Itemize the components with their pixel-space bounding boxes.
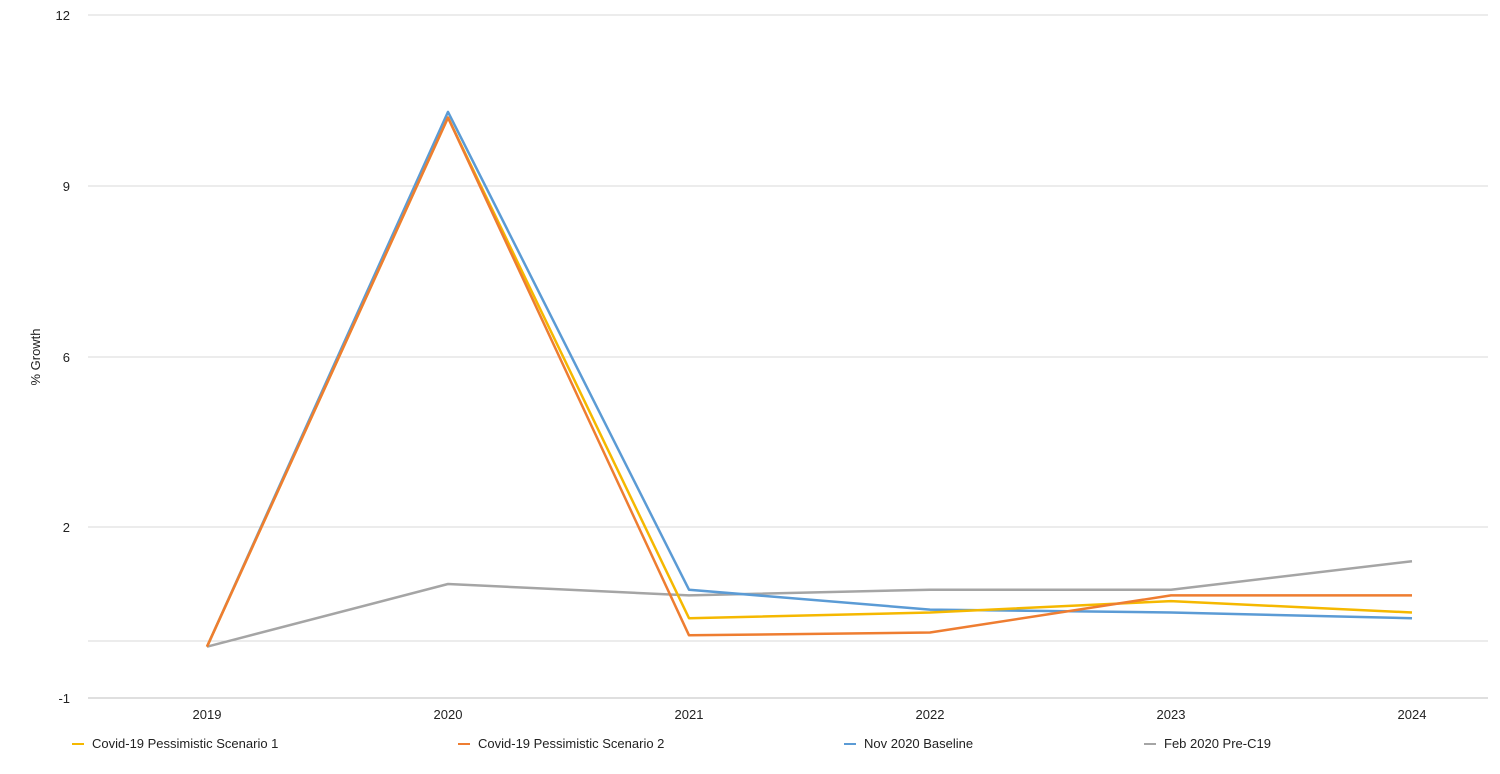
legend: Covid-19 Pessimistic Scenario 1 Covid-19 … <box>72 736 1492 758</box>
legend-label: Nov 2020 Baseline <box>864 736 974 751</box>
x-tick-label: 2021 <box>675 707 704 722</box>
legend-item: Feb 2020 Pre-C19 <box>1144 736 1271 751</box>
y-tick-label: 12 <box>56 8 70 23</box>
y-axis-label: % Growth <box>28 328 43 385</box>
y-axis-ticks: -1 2 6 9 12 <box>56 8 70 706</box>
y-tick-label: 6 <box>63 350 70 365</box>
legend-swatch <box>72 742 84 745</box>
legend-swatch <box>458 742 470 745</box>
legend-label: Covid-19 Pessimistic Scenario 2 <box>478 736 665 751</box>
legend-label: Feb 2020 Pre-C19 <box>1164 736 1271 751</box>
x-tick-label: 2024 <box>1398 707 1427 722</box>
y-tick-label: 2 <box>63 520 70 535</box>
x-tick-label: 2023 <box>1157 707 1186 722</box>
x-axis-ticks: 2019 2020 2021 2022 2023 2024 <box>193 707 1427 722</box>
y-tick-label: -1 <box>58 691 70 706</box>
legend-item: Covid-19 Pessimistic Scenario 1 <box>72 736 278 751</box>
x-tick-label: 2019 <box>193 707 222 722</box>
gridlines <box>88 14 1488 699</box>
series-line-nov-2020-baseline <box>205 110 1413 648</box>
series-lines <box>205 110 1413 648</box>
x-tick-label: 2022 <box>916 707 945 722</box>
series-line-feb-2020-pre-c19 <box>206 559 1413 648</box>
series-line-covid-19-pessimistic-scenario-2 <box>205 116 1412 648</box>
legend-item: Nov 2020 Baseline <box>844 736 973 751</box>
legend-item: Covid-19 Pessimistic Scenario 2 <box>458 736 664 751</box>
legend-swatch <box>844 742 856 745</box>
legend-label: Covid-19 Pessimistic Scenario 1 <box>92 736 279 751</box>
legend-swatch <box>1144 742 1156 745</box>
series-line-covid-19-pessimistic-scenario-1 <box>205 116 1413 648</box>
y-tick-label: 9 <box>63 179 70 194</box>
x-tick-label: 2020 <box>434 707 463 722</box>
